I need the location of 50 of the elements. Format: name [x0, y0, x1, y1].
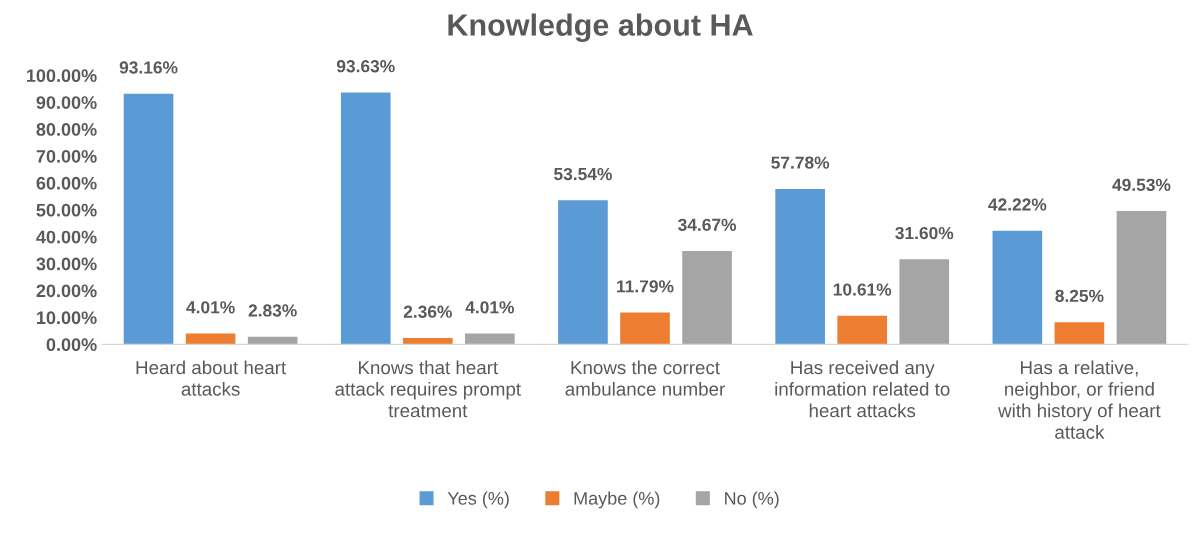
data-label: 53.54% [554, 167, 612, 181]
data-label: 93.63% [336, 60, 395, 73]
data-label: 49.53% [1112, 178, 1171, 192]
bar [247, 336, 298, 345]
y-tick-label: 30.00% [36, 257, 97, 271]
x-tick-label: Knows the correct ambulance number [565, 360, 725, 396]
y-tick-label: 40.00% [36, 230, 97, 244]
data-label: 4.01% [465, 301, 515, 314]
y-tick-label: 10.00% [37, 311, 97, 325]
bar [185, 333, 236, 345]
bar [682, 251, 732, 345]
bar [1116, 211, 1167, 345]
bar [402, 337, 453, 345]
y-tick-label: 0.00% [46, 338, 97, 352]
bar [340, 92, 391, 345]
y-tick-label: 50.00% [36, 203, 97, 217]
legend-label: No (%) [725, 491, 779, 509]
x-tick-label: Has received any information related to heart attacks [775, 360, 950, 418]
y-tick-label: 100.00% [27, 69, 97, 83]
data-label: 10.61% [833, 283, 892, 296]
bar [837, 315, 888, 345]
bar [123, 93, 174, 345]
data-label: 2.83% [248, 304, 297, 317]
x-tick-label: Has a relative, neighbor, or friend with history of heart attack [998, 360, 1161, 439]
data-label: 4.01% [186, 301, 235, 314]
bar [620, 312, 670, 345]
chart-title: Knowledge about HA [448, 13, 753, 43]
y-tick-label: 90.00% [36, 96, 97, 109]
data-label: 34.67% [678, 218, 737, 231]
bar [992, 230, 1043, 345]
data-label: 93.16% [119, 61, 178, 74]
y-tick-label: 20.00% [36, 284, 97, 298]
bar [775, 188, 825, 345]
legend-label: Maybe (%) [574, 491, 660, 509]
y-tick-label: 60.00% [36, 176, 97, 190]
y-tick-label: 70.00% [36, 149, 97, 163]
bar [899, 259, 950, 345]
data-label: 31.60% [895, 226, 954, 240]
bar [1054, 322, 1105, 345]
data-label: 42.22% [988, 198, 1047, 211]
legend-label: Yes (%) [447, 491, 509, 509]
y-tick-label: 80.00% [36, 123, 97, 136]
x-tick-label: Knows that heart attack requires prompt treatment [335, 360, 521, 418]
data-label: 2.36% [403, 305, 452, 318]
x-tick-label: Heard about heart attacks [136, 360, 287, 396]
bar [465, 333, 515, 345]
bar [558, 200, 608, 345]
data-label: 57.78% [771, 156, 830, 169]
data-label: 8.25% [1055, 289, 1104, 303]
data-label: 11.79% [617, 280, 674, 293]
